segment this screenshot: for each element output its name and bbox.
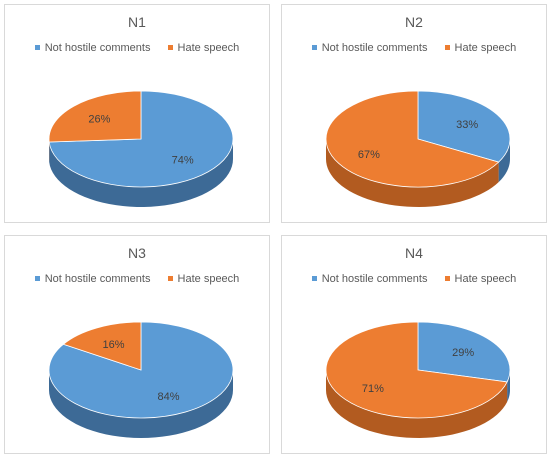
data-label-not-hostile: 74% [172,154,194,166]
legend-label: Hate speech [454,273,517,285]
legend-item-hate-speech: Hate speech [444,273,517,285]
legend-marker-hate-speech [167,44,173,50]
chart-title: N4 [405,245,423,261]
chart-title: N2 [405,14,423,30]
pie-slice-hate-speech [48,90,142,143]
legend-item-not-hostile: Not hostile comments [311,273,428,285]
pie-side-not-hostile [49,370,233,438]
legend-label: Not hostile comments [44,42,151,54]
legend-label: Hate speech [177,273,240,285]
pie-slice-not-hostile [417,321,511,383]
data-label-not-hostile: 29% [452,347,474,359]
legend-label: Not hostile comments [321,273,428,285]
pie-side-hate-speech [326,139,499,207]
legend-label: Hate speech [454,42,517,54]
legend-marker-not-hostile [34,275,40,281]
pie-chart: 33% 67% [325,90,511,207]
legend: Not hostile comments Hate speech [5,273,269,285]
chart-panel-n4: N4 Not hostile comments Hate speech 29% 7… [281,235,547,454]
legend-label: Not hostile comments [44,273,151,285]
chart-title: N3 [128,245,146,261]
legend-item-hate-speech: Hate speech [167,42,240,54]
legend-marker-not-hostile [34,44,40,50]
legend: Not hostile comments Hate speech [5,42,269,54]
data-label-hate-speech: 71% [362,383,384,395]
pie-side-not-hostile [507,370,510,402]
chart-panel-n3: N3 Not hostile comments Hate speech 84% 1… [4,235,270,454]
data-label-not-hostile: 84% [157,391,179,403]
legend-marker-hate-speech [444,44,450,50]
chart-panel-n1: N1 Not hostile comments Hate speech 74% 2… [4,4,270,223]
data-label-not-hostile: 33% [456,119,478,131]
legend-marker-not-hostile [311,44,317,50]
legend-item-hate-speech: Hate speech [444,42,517,54]
data-label-hate-speech: 26% [88,114,110,126]
legend-item-hate-speech: Hate speech [167,273,240,285]
pie-chart: 29% 71% [325,321,511,438]
pie-side-hate-speech [326,370,508,438]
data-label-hate-speech: 67% [358,149,380,161]
legend-item-not-hostile: Not hostile comments [34,42,151,54]
pie-slice-not-hostile [417,90,511,163]
pie-chart: 74% 26% [48,90,234,207]
pie-slice-hate-speech [325,321,508,419]
chart-panel-n2: N2 Not hostile comments Hate speech 33% 6… [281,4,547,223]
legend-marker-not-hostile [311,275,317,281]
pie-side-not-hostile [498,139,510,183]
pie-slice-hate-speech [62,321,142,371]
legend-marker-hate-speech [167,275,173,281]
data-label-hate-speech: 16% [102,339,124,351]
legend: Not hostile comments Hate speech [282,273,546,285]
legend: Not hostile comments Hate speech [282,42,546,54]
pie-side-not-hostile [49,139,234,207]
legend-marker-hate-speech [444,275,450,281]
legend-item-not-hostile: Not hostile comments [311,42,428,54]
pie-slice-hate-speech [325,90,500,188]
pie-chart: 84% 16% [48,321,234,438]
chart-title: N1 [128,14,146,30]
legend-label: Hate speech [177,42,240,54]
legend-item-not-hostile: Not hostile comments [34,273,151,285]
legend-label: Not hostile comments [321,42,428,54]
